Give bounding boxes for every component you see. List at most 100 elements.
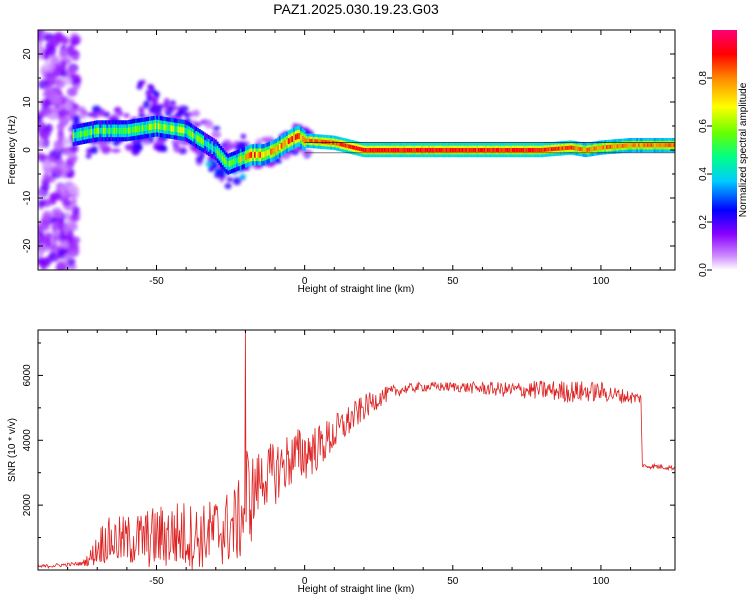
spectrogram-ridge-core xyxy=(504,147,507,153)
spectrogram-ridge-core xyxy=(541,147,544,152)
spectrogram-ridge-core xyxy=(191,132,194,138)
spectrogram-noise-blob xyxy=(51,207,63,218)
spectrogram-ridge-core xyxy=(621,143,624,148)
spectrogram-halo-blob xyxy=(191,109,200,117)
spectrogram-ridge-core xyxy=(221,155,224,162)
spectrogram-noise-blob xyxy=(70,198,78,205)
spectrogram-ridge-core xyxy=(623,143,626,148)
spectrogram-ridge-core xyxy=(440,147,443,153)
spectrogram-noise-blob xyxy=(38,200,46,207)
spectrogram-ridge-core xyxy=(230,159,233,166)
spectrogram-ridge-core xyxy=(625,143,628,148)
spectrogram-ridge-core xyxy=(314,139,317,144)
spectrogram-ridge-core xyxy=(593,146,596,151)
spectrogram-ridge-core xyxy=(389,147,391,153)
spectrogram-ridge-core xyxy=(609,144,612,149)
spectrogram-noise-blob xyxy=(38,189,45,197)
spectrogram-ridge-core xyxy=(101,127,103,134)
spectrogram-ridge-core xyxy=(129,127,132,134)
spectrogram-ridge-core xyxy=(469,147,471,153)
spectrogram-branch-blob xyxy=(172,105,179,111)
spectrogram-ridge-core xyxy=(227,161,230,168)
spectrogram-ridge-core xyxy=(545,147,548,152)
spectrogram-noise-blob xyxy=(57,248,66,260)
spectrogram-ridge-core xyxy=(349,144,352,149)
spectrogram-ridge-core xyxy=(552,147,555,152)
spectrogram-ridge-core xyxy=(433,147,436,153)
spectrogram-branch-blob xyxy=(153,91,160,97)
spectrogram-ridge-core xyxy=(508,147,511,153)
spectrogram-noise-blob xyxy=(62,199,72,207)
colorbar-tick-label: 0.0 xyxy=(698,263,709,277)
spectrogram-branch-blob xyxy=(145,89,152,95)
spectrogram-noise-blob xyxy=(71,205,80,217)
spectrogram-halo-blob xyxy=(224,182,232,190)
spectrogram-ridge-core xyxy=(177,126,180,133)
spectrogram-ridge-core xyxy=(449,147,452,153)
spectrogram-ridge-core xyxy=(565,146,567,151)
spectrogram-noise-blob xyxy=(40,99,51,107)
spectrogram-ridge-core xyxy=(364,147,367,153)
spectrogram-ridge-core xyxy=(200,137,203,144)
spectrogram-ridge-core xyxy=(476,147,479,153)
spectrogram-ridge-core xyxy=(378,147,381,153)
spectrogram-ridge xyxy=(72,115,675,175)
spectrogram-ridge-core xyxy=(383,147,386,153)
spectrogram-ridge-core xyxy=(197,135,199,142)
spectrogram-ridge-core xyxy=(134,126,137,133)
spectrogram-ridge-core xyxy=(415,147,418,153)
spectrogram-ridge-core xyxy=(225,160,228,166)
spectrogram-ridge-core xyxy=(348,144,351,149)
spectrogram-ridge-core xyxy=(280,142,283,149)
snr-y-tick-label: 4000 xyxy=(22,429,33,452)
spectrogram-ridge-core xyxy=(669,143,672,148)
colorbar-tick-label: 0.6 xyxy=(698,119,709,133)
snr-y-tick-label: 2000 xyxy=(22,494,33,517)
spectrogram-ridge-core xyxy=(412,147,415,153)
spectrogram-ridge-core xyxy=(408,147,411,153)
spectrogram-noise-blob xyxy=(65,180,75,189)
spectrogram-ridge-core xyxy=(477,147,480,153)
colorbar-tick-label: 0.4 xyxy=(698,167,709,181)
spectrogram-ridge-core xyxy=(296,133,299,140)
spectrogram-ridge-core xyxy=(253,151,256,158)
spectrogram-ridge-core xyxy=(595,146,598,151)
spectrogram-noise-blob xyxy=(48,156,56,163)
spectrogram-ridge-core xyxy=(543,147,546,152)
spectrogram-ridge-core xyxy=(161,124,164,130)
spectrogram-ridge-core xyxy=(204,140,207,147)
spectrogram-noise-blob xyxy=(58,108,70,118)
spectrogram-ridge-core xyxy=(213,145,215,152)
spectrogram-noise-blob xyxy=(63,223,70,235)
spectrogram-ridge-core xyxy=(451,147,454,153)
spectrogram-ridge-core xyxy=(124,127,127,134)
spectrogram-ridge-core xyxy=(591,146,594,151)
spectrogram-ridge-core xyxy=(629,143,631,148)
spectrogram-ridge-core xyxy=(362,147,365,152)
spectrogram-ridge-core xyxy=(97,127,100,134)
spectrogram-ridge-core xyxy=(268,149,271,156)
spectrogram-ridge-core xyxy=(85,130,87,137)
spectrogram-noise-blob xyxy=(69,214,79,222)
spectrogram-ridge-core xyxy=(342,143,345,148)
spectrogram-ridge-core xyxy=(113,127,116,134)
spectrogram-ridge-core xyxy=(429,147,432,153)
spectrogram-ridge-core xyxy=(613,144,615,149)
spectrogram-ridge-core xyxy=(95,127,98,134)
spectrogram-ridge-core xyxy=(566,145,569,150)
spectrogram-ridge-core xyxy=(616,144,619,149)
spectrogram-ridge-core xyxy=(547,147,550,152)
spectrogram-noise-blob xyxy=(54,78,62,86)
spectrogram-noise-blob xyxy=(58,35,68,43)
spectrogram-ridge-core xyxy=(246,153,249,160)
spectrogram-ridge-core xyxy=(426,147,429,153)
spectrogram-ridge-core xyxy=(406,147,409,153)
spectrogram-noise-blob xyxy=(38,257,50,268)
spectrogram-ridge-core xyxy=(173,126,176,132)
spectrogram-ridge-core xyxy=(248,152,251,159)
spectrogram-ridge-core xyxy=(666,143,669,148)
spectrogram-noise-blob xyxy=(58,263,67,270)
spectrogram-halo-blob xyxy=(161,145,168,153)
spectrogram-ridge-core xyxy=(444,147,447,153)
spectrogram-ridge-core xyxy=(92,128,95,135)
